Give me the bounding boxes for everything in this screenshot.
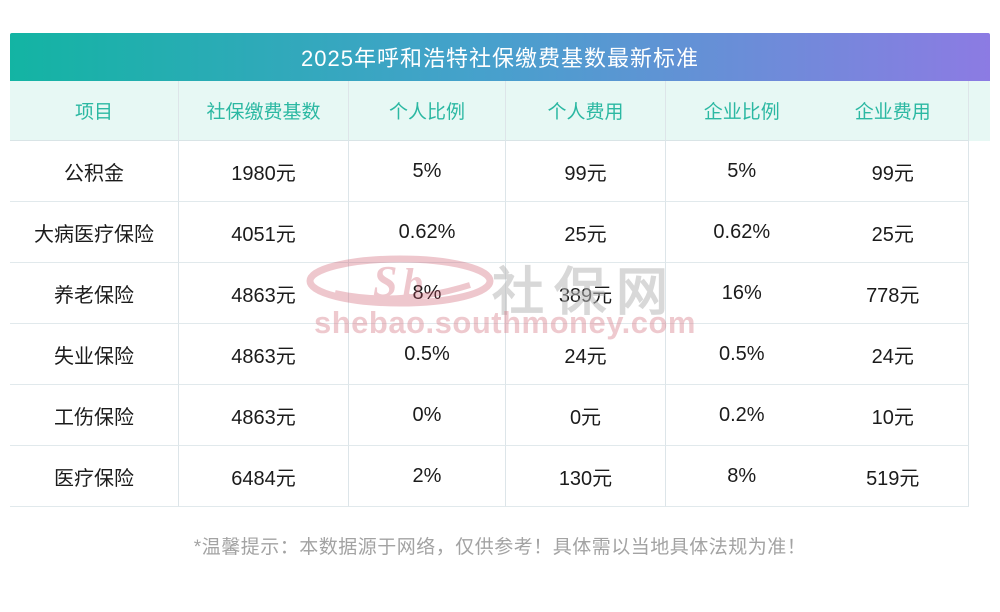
- table-row-gongjijin: 公积金 1980元 5% 99元 5% 99元: [10, 141, 990, 202]
- insurance-table: 2025年呼和浩特社保缴费基数最新标准 项目 社保缴费基数 个人比例 个人费用 …: [10, 33, 990, 507]
- cell-company-rate: 0.2%: [666, 385, 818, 446]
- cell-base: 4863元: [179, 385, 349, 446]
- cell-item: 养老保险: [10, 263, 179, 324]
- cell-company-fee: 10元: [817, 385, 969, 446]
- table-title: 2025年呼和浩特社保缴费基数最新标准: [301, 46, 699, 71]
- cell-base: 4863元: [179, 263, 349, 324]
- cell-company-fee: 24元: [817, 324, 969, 385]
- table-row-gongshang: 工伤保险 4863元 0% 0元 0.2% 10元: [10, 385, 990, 446]
- col-header-company-rate: 企业比例: [666, 81, 818, 141]
- cell-company-rate: 8%: [666, 446, 818, 507]
- cell-personal-rate: 0%: [349, 385, 506, 446]
- cell-personal-rate: 2%: [349, 446, 506, 507]
- cell-personal-rate: 5%: [349, 141, 506, 202]
- cell-company-fee: 99元: [817, 141, 969, 202]
- table-title-bar: 2025年呼和浩特社保缴费基数最新标准: [10, 33, 990, 81]
- cell-personal-fee: 25元: [506, 202, 666, 263]
- cell-company-fee: 25元: [817, 202, 969, 263]
- cell-company-rate: 0.62%: [666, 202, 818, 263]
- col-header-personal-fee: 个人费用: [506, 81, 666, 141]
- col-header-item: 项目: [10, 81, 179, 141]
- cell-company-fee: 519元: [817, 446, 969, 507]
- cell-personal-fee: 0元: [506, 385, 666, 446]
- cell-personal-rate: 8%: [349, 263, 506, 324]
- cell-company-rate: 5%: [666, 141, 818, 202]
- disclaimer-note: *温馨提示：本数据源于网络，仅供参考！具体需以当地具体法规为准！: [193, 537, 807, 558]
- col-header-personal-rate: 个人比例: [349, 81, 506, 141]
- row-right-sliver: [969, 263, 990, 324]
- row-right-sliver: [969, 141, 990, 202]
- table-row-yiliao: 医疗保险 6484元 2% 130元 8% 519元: [10, 446, 990, 507]
- table-row-yanglao: 养老保险 4863元 8% 389元 16% 778元: [10, 263, 990, 324]
- cell-personal-fee: 24元: [506, 324, 666, 385]
- cell-item: 失业保险: [10, 324, 179, 385]
- cell-company-rate: 16%: [666, 263, 818, 324]
- cell-personal-fee: 389元: [506, 263, 666, 324]
- table-header-row: 项目 社保缴费基数 个人比例 个人费用 企业比例 企业费用: [10, 81, 990, 141]
- row-right-sliver: [969, 446, 990, 507]
- cell-item: 大病医疗保险: [10, 202, 179, 263]
- cell-item: 医疗保险: [10, 446, 179, 507]
- table-row-dabing-yiliao: 大病医疗保险 4051元 0.62% 25元 0.62% 25元: [10, 202, 990, 263]
- cell-item: 工伤保险: [10, 385, 179, 446]
- col-header-base: 社保缴费基数: [179, 81, 349, 141]
- col-header-company-fee: 企业费用: [817, 81, 969, 141]
- header-right-sliver: [969, 81, 990, 141]
- cell-base: 1980元: [179, 141, 349, 202]
- cell-base: 4863元: [179, 324, 349, 385]
- cell-company-rate: 0.5%: [666, 324, 818, 385]
- table-row-shiye: 失业保险 4863元 0.5% 24元 0.5% 24元: [10, 324, 990, 385]
- row-right-sliver: [969, 202, 990, 263]
- cell-personal-fee: 99元: [506, 141, 666, 202]
- cell-base: 4051元: [179, 202, 349, 263]
- cell-personal-rate: 0.62%: [349, 202, 506, 263]
- cell-personal-fee: 130元: [506, 446, 666, 507]
- cell-company-fee: 778元: [817, 263, 969, 324]
- cell-item: 公积金: [10, 141, 179, 202]
- row-right-sliver: [969, 324, 990, 385]
- cell-personal-rate: 0.5%: [349, 324, 506, 385]
- cell-base: 6484元: [179, 446, 349, 507]
- row-right-sliver: [969, 385, 990, 446]
